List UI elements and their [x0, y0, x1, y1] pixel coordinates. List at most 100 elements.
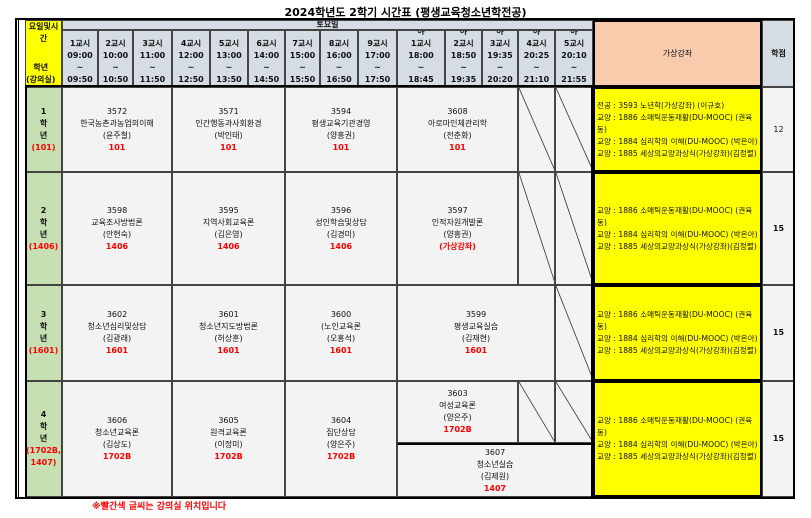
course-cell: 3607 청소년실습 (김제원) 1407 — [397, 443, 593, 497]
footer-note: ※빨간색 글씨는 강의실 위치입니다 — [92, 502, 227, 512]
period-label: 6교시 — [256, 39, 277, 48]
period-header: 야 3교시 19:35 ~20:20 — [482, 30, 518, 87]
course-professor: (박인태) — [214, 130, 243, 140]
course-name: 청소년심리및상담 — [87, 322, 147, 331]
period-header: 5교시 13:00 ~13:50 — [210, 30, 248, 87]
course-name: 청소년지도방법론 — [199, 322, 258, 331]
grade-label: 1 학 년 — [39, 106, 48, 140]
course-code: 3571 — [218, 106, 239, 116]
corner-header: 요일및시간 학년 (강의실) — [25, 20, 62, 87]
course-room: 101 — [108, 142, 126, 152]
period-tilde: ~ — [299, 63, 306, 72]
empty-slot — [555, 381, 593, 443]
grade-cell: 2 학 년 (1406) — [25, 172, 62, 285]
period-label: 7교시 — [292, 39, 313, 48]
course-room: 101 — [220, 142, 237, 152]
course-professor: (김재현) — [461, 334, 491, 343]
course-code: 3605 — [218, 416, 239, 425]
virtual-lecture-cell: 교양 : 1886 소매틱운동재활(DU-MOOC) (권육동) 교양 : 188… — [593, 381, 762, 497]
course-name: 집단상담 — [326, 428, 356, 437]
course-name: 한국농촌과농업의이해 — [80, 118, 154, 128]
virtual-lecture-cell: 전공 : 3593 노년학(가상강좌) (이규호) 교양 : 1886 소매틱운동… — [593, 87, 762, 172]
period-tilde: ~ — [533, 63, 540, 72]
period-label: 야 3교시 — [489, 30, 511, 48]
course-cell: 3606 청소년교육론 (김상도) 1702B — [62, 381, 172, 497]
period-start: 17:00 — [364, 51, 391, 60]
course-name: (노인교육론 — [321, 322, 361, 331]
course-room: (가상강좌) — [439, 241, 476, 251]
empty-slot — [518, 381, 555, 443]
virtual-lecture-item: 교양 : 1885 세상의교양과상식(가상강좌)(김정렬) — [597, 452, 757, 461]
period-start: 20:10 — [561, 51, 587, 60]
course-professor: (양흥권) — [326, 130, 356, 140]
course-name: 아로마인체관리학 — [428, 118, 487, 128]
period-label: 3교시 — [142, 39, 163, 48]
empty-slot — [555, 172, 593, 285]
day-header: 토요일 — [62, 20, 593, 30]
course-cell: 3572 한국농촌과농업의이해 (윤주철) 101 — [62, 87, 172, 172]
period-start: 15:00 — [289, 51, 316, 60]
course-cell: 3594 평생교육기관경영 (양흥권) 101 — [285, 87, 397, 172]
course-professor: (허상훈) — [214, 334, 243, 343]
grade-room: (1702B, 1407) — [25, 446, 62, 467]
grade-cell: 3 학 년 (1601) — [25, 285, 62, 381]
period-end: 17:50 — [364, 75, 391, 84]
course-name: 인간행동과사회환경 — [195, 118, 262, 128]
credits-header: 학점 — [762, 20, 795, 87]
virtual-lecture-item: 교양 : 1886 소매틱운동재활(DU-MOOC) (권육동) — [597, 112, 753, 134]
course-professor: (이정미) — [214, 440, 243, 449]
period-header: 1교시 09:00 ~09:50 — [62, 30, 98, 87]
period-header: 야 2교시 18:50 ~19:35 — [445, 30, 482, 87]
course-name: 성인학습및상담 — [315, 217, 367, 227]
grade-room: (1601) — [28, 346, 59, 355]
grade-room: (101) — [31, 142, 56, 152]
period-header: 야 4교시 20:25 ~21:10 — [518, 30, 555, 87]
virtual-lecture-item: 교양 : 1885 세상의교양과상식(가상강좌)(김정렬) — [597, 346, 757, 355]
empty-slot — [555, 87, 593, 172]
course-room: 1601 — [464, 346, 488, 355]
virtual-lecture-item: 교양 : 1885 세상의교양과상식(가상강좌)(김정렬) — [597, 148, 757, 158]
course-room: 1406 — [217, 241, 240, 251]
grade-label: 2 학 년 — [39, 205, 48, 239]
period-header: 야 5교시 20:10 ~21:55 — [555, 30, 593, 87]
course-room: 1702B — [443, 425, 472, 434]
grade-room: (1406) — [28, 241, 59, 251]
course-code: 3594 — [330, 106, 352, 116]
day-label: 토요일 — [316, 20, 339, 29]
course-code: 3604 — [330, 416, 352, 425]
course-name: 지역사회교육론 — [202, 217, 255, 227]
period-start: 16:00 — [326, 51, 352, 60]
course-cell: 3602 청소년심리및상담 (김광래) 1601 — [62, 285, 172, 381]
period-end: 16:50 — [326, 75, 352, 84]
course-room: 1406 — [105, 241, 129, 251]
period-start: 14:00 — [253, 51, 280, 60]
course-professor: (윤주철) — [102, 130, 132, 140]
period-tilde: ~ — [149, 63, 156, 72]
credits-value: 15 — [772, 434, 785, 443]
course-room: 1407 — [483, 483, 507, 493]
period-tilde: ~ — [496, 63, 504, 72]
grade-cell: 4 학 년 (1702B, 1407) — [25, 381, 62, 497]
grade-label: 3 학 년 — [39, 310, 48, 343]
credits-cell: 15 — [762, 172, 795, 285]
diagonal-slash-icon — [519, 382, 554, 442]
course-name: 교육조사방법론 — [91, 217, 143, 227]
course-room: 1702B — [214, 452, 243, 461]
period-header: 2교시 10:00 ~10:50 — [98, 30, 133, 87]
course-room: 1702B — [102, 452, 132, 461]
virtual-lecture-item: 교양 : 1884 심리학의 이해(DU-MOOC) (박은아) — [597, 136, 758, 146]
diagonal-slash-icon — [556, 173, 592, 282]
period-end: 12:50 — [178, 75, 204, 84]
course-name: 청소년실습 — [476, 459, 514, 469]
period-end: 13:50 — [216, 75, 242, 84]
period-label: 8교시 — [328, 39, 350, 48]
page-title: 2024학년도 2학기 시간표 (평생교육청소년학전공) — [284, 6, 527, 19]
course-professor: (전춘화) — [443, 130, 472, 140]
period-label: 야 2교시 — [453, 30, 474, 48]
course-room: 101 — [449, 142, 466, 152]
period-start: 12:00 — [178, 51, 204, 60]
period-end: 09:50 — [67, 75, 93, 84]
course-cell: 3599 평생교육실습 (김재현) 1601 — [397, 285, 555, 381]
course-cell: 3597 인적자원개발론 (양흥권) (가상강좌) — [397, 172, 518, 285]
diagonal-slash-icon — [556, 88, 592, 170]
